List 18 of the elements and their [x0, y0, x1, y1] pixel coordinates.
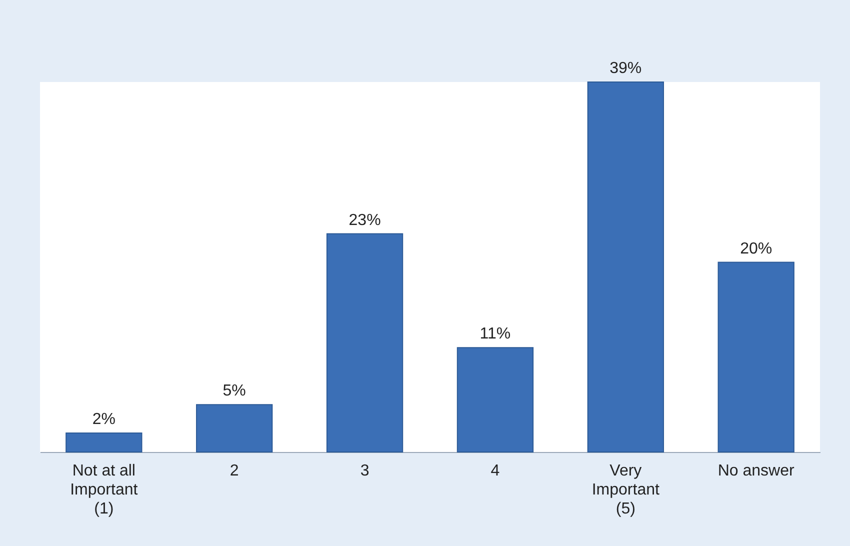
- bar: [196, 404, 273, 452]
- bar: [587, 82, 664, 452]
- x-tick-label: 4: [490, 462, 500, 480]
- data-label: 20%: [740, 240, 772, 258]
- data-label: 23%: [348, 212, 381, 229]
- x-tick-label: Very Important (5): [592, 462, 660, 518]
- bar: [456, 347, 534, 452]
- data-label: 5%: [222, 382, 246, 400]
- data-label: 11%: [480, 326, 511, 343]
- bar: [66, 432, 142, 452]
- bar: [718, 262, 794, 452]
- data-label: 2%: [92, 411, 116, 428]
- x-tick-label: 2: [230, 462, 239, 480]
- x-tick-label: No answer: [718, 462, 795, 480]
- bar: [326, 233, 404, 452]
- data-label: 39%: [610, 60, 642, 77]
- x-tick-label: Not at all Important (1): [70, 462, 138, 518]
- x-tick-label: 3: [360, 462, 370, 480]
